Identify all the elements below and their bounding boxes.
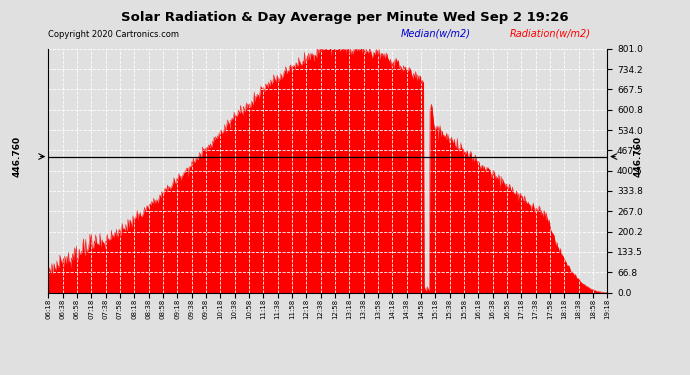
- Text: Copyright 2020 Cartronics.com: Copyright 2020 Cartronics.com: [48, 30, 179, 39]
- Text: Radiation(w/m2): Radiation(w/m2): [509, 29, 591, 39]
- Text: Median(w/m2): Median(w/m2): [400, 29, 471, 39]
- Text: 446.760: 446.760: [633, 136, 642, 177]
- Text: Solar Radiation & Day Average per Minute Wed Sep 2 19:26: Solar Radiation & Day Average per Minute…: [121, 11, 569, 24]
- Text: 446.760: 446.760: [13, 136, 22, 177]
